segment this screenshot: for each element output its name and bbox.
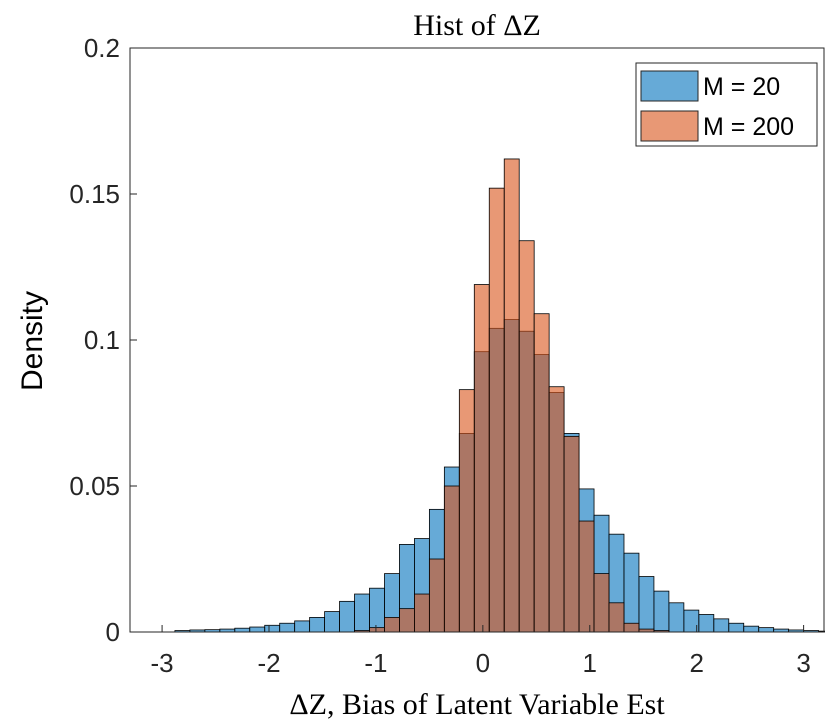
y-axis-label: Density (16, 291, 49, 391)
x-tick-label-0: -3 (151, 648, 174, 678)
histogram-bar-s1-19 (458, 389, 475, 633)
histogram-bar-s0-33 (668, 602, 685, 633)
histogram-bar-s1-20 (473, 284, 490, 633)
histogram-bar-s1-26 (563, 435, 580, 633)
histogram-bar-s1-16 (414, 593, 430, 633)
histogram-bar-s0-38 (743, 625, 760, 633)
chart-title: Hist of ΔZ (413, 9, 541, 42)
legend: M = 20 M = 200 (635, 62, 818, 147)
x-axis-label: ΔZ, Bias of Latent Variable Est (289, 688, 665, 721)
histogram-bar-s0-10 (324, 611, 340, 633)
histogram-bar-s1-30 (623, 622, 640, 633)
histogram-bar-s1-15 (399, 608, 415, 633)
histogram-bar-s1-18 (443, 485, 460, 633)
histogram-bar-s1-29 (608, 602, 625, 633)
histogram-bar-s1-13 (369, 627, 385, 633)
histogram-bar-s1-23 (518, 240, 535, 633)
legend-swatch-m20 (640, 70, 699, 102)
histogram-bar-s0-4 (234, 627, 251, 633)
y-tick-label-0: 0 (106, 617, 120, 647)
histogram-bar-s0-32 (653, 590, 670, 633)
x-tick-label-5: 2 (689, 648, 703, 678)
histogram-bar-s0-11 (339, 600, 355, 633)
histogram-bar-s1-25 (548, 386, 565, 633)
y-tick-label-4: 0.2 (84, 33, 120, 63)
histogram-bar-s0-7 (279, 622, 296, 633)
histogram-bar-s0-13 (369, 587, 385, 633)
y-tick-label-1: 0.05 (69, 471, 120, 501)
histogram-bar-s0-12 (354, 593, 370, 633)
legend-label-m20: M = 20 (703, 73, 780, 101)
histogram-bar-s1-22 (503, 158, 520, 633)
x-tick-label-1: -2 (257, 648, 280, 678)
histogram-bar-s1-21 (488, 187, 505, 633)
histogram-bar-s0-8 (294, 620, 311, 633)
legend-swatch-m200 (640, 110, 699, 142)
axis-ticks: -3 -2 -1 0 1 2 3 0 0.05 0.1 0.15 0.2 (69, 33, 810, 678)
x-tick-label-2: -1 (364, 648, 387, 678)
histogram-bar-s0-30 (623, 552, 640, 633)
histogram-bar-s0-9 (309, 617, 325, 633)
histogram-bar-s1-27 (578, 520, 595, 633)
y-tick-label-2: 0.1 (84, 325, 120, 355)
histogram-bar-s0-37 (728, 622, 745, 633)
histogram-bar-s0-35 (698, 614, 715, 633)
legend-label-m200: M = 200 (703, 113, 794, 141)
histogram-bar-s0-36 (713, 618, 730, 633)
y-tick-label-3: 0.15 (69, 179, 120, 209)
histogram-bar-s0-5 (249, 626, 266, 633)
histogram-bar-s1-17 (428, 558, 445, 633)
x-tick-label-3: 0 (476, 648, 490, 678)
histogram-bar-s0-39 (758, 627, 775, 633)
histogram-bar-s1-14 (384, 617, 400, 633)
histogram-bar-s0-31 (638, 576, 655, 633)
histogram-bar-s1-28 (593, 573, 610, 633)
x-tick-label-6: 3 (796, 648, 810, 678)
x-tick-label-4: 1 (583, 648, 597, 678)
histogram-bar-s0-6 (264, 624, 281, 633)
series-m200-bars (354, 158, 670, 633)
histogram-bar-s1-24 (533, 313, 550, 633)
